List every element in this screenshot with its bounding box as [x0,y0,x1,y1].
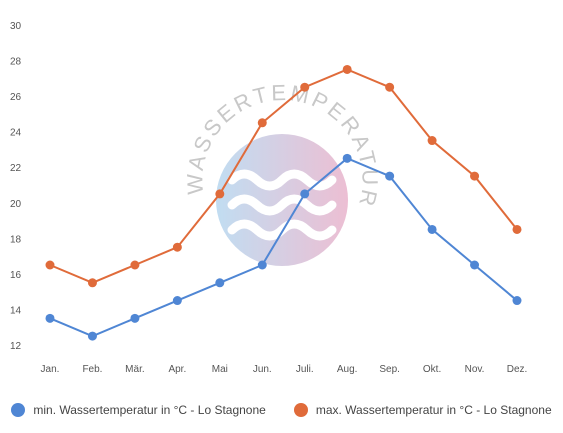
data-point[interactable] [215,278,225,288]
data-point[interactable] [45,260,55,270]
data-point[interactable] [87,278,97,288]
legend-item-min[interactable]: min. Wassertemperatur in °C - Lo Stagnon… [11,403,266,417]
data-point[interactable] [130,260,140,270]
x-tick-label: Dez. [507,364,528,375]
y-tick-label: 16 [10,270,22,281]
x-tick-label: Mär. [125,364,144,375]
data-point[interactable] [385,82,395,92]
legend-label-max: max. Wassertemperatur in °C - Lo Stagnon… [315,403,552,417]
x-axis: Jan. Feb. Mär. Apr. Mai Jun. Juli. Aug. Sep. Okt.… [41,364,528,375]
data-point[interactable] [45,313,55,323]
y-tick-label: 12 [10,341,22,352]
series-0 [45,153,522,341]
data-point[interactable] [342,64,352,74]
y-tick-label: 24 [10,128,22,139]
x-tick-label: Sep. [379,364,400,375]
x-tick-label: Mai [212,364,228,375]
data-point[interactable] [512,224,522,234]
y-tick-label: 22 [10,163,22,174]
watermark-logo: WASSERTEMPERATUR.ORG [0,0,380,266]
y-tick-label: 14 [10,305,22,316]
data-point[interactable] [172,242,182,252]
data-point[interactable] [257,260,267,270]
data-point[interactable] [342,153,352,163]
x-tick-label: Nov. [465,364,485,375]
series-line-1 [49,68,518,284]
y-tick-label: 20 [10,199,22,210]
data-point[interactable] [427,136,437,146]
data-point[interactable] [172,296,182,306]
data-point[interactable] [512,296,522,306]
data-point[interactable] [470,171,480,181]
data-point[interactable] [427,224,437,234]
data-point[interactable] [385,171,395,181]
data-point[interactable] [87,331,97,341]
y-tick-label: 28 [10,57,22,68]
y-tick-label: 30 [10,21,22,32]
y-axis: 12 14 16 18 20 22 24 26 28 30 [10,21,22,352]
legend-marker-max [293,403,308,417]
y-tick-label: 18 [10,234,22,245]
series-line-0 [49,157,518,338]
y-tick-label: 26 [10,92,22,103]
series-layer [45,64,522,341]
line-chart: WASSERTEMPERATUR.ORG 12 14 16 18 20 22 24 26 28 3… [0,0,528,375]
series-1 [45,64,522,288]
data-point[interactable] [215,189,225,199]
legend-item-max[interactable]: max. Wassertemperatur in °C - Lo Stagnon… [293,403,552,417]
legend: min. Wassertemperatur in °C - Lo Stagnon… [0,398,563,422]
data-point[interactable] [130,313,140,323]
x-tick-label: Jan. [41,364,60,375]
x-tick-label: Aug. [337,364,358,375]
data-point[interactable] [257,118,267,128]
x-tick-label: Feb. [82,364,102,375]
x-tick-label: Okt. [423,364,441,375]
data-point[interactable] [470,260,480,270]
data-point[interactable] [300,82,310,92]
x-tick-label: Juli. [296,364,314,375]
data-point[interactable] [300,189,310,199]
legend-marker-min [11,403,26,417]
legend-label-min: min. Wassertemperatur in °C - Lo Stagnon… [33,403,266,417]
x-tick-label: Apr. [168,364,186,375]
x-tick-label: Jun. [253,364,272,375]
